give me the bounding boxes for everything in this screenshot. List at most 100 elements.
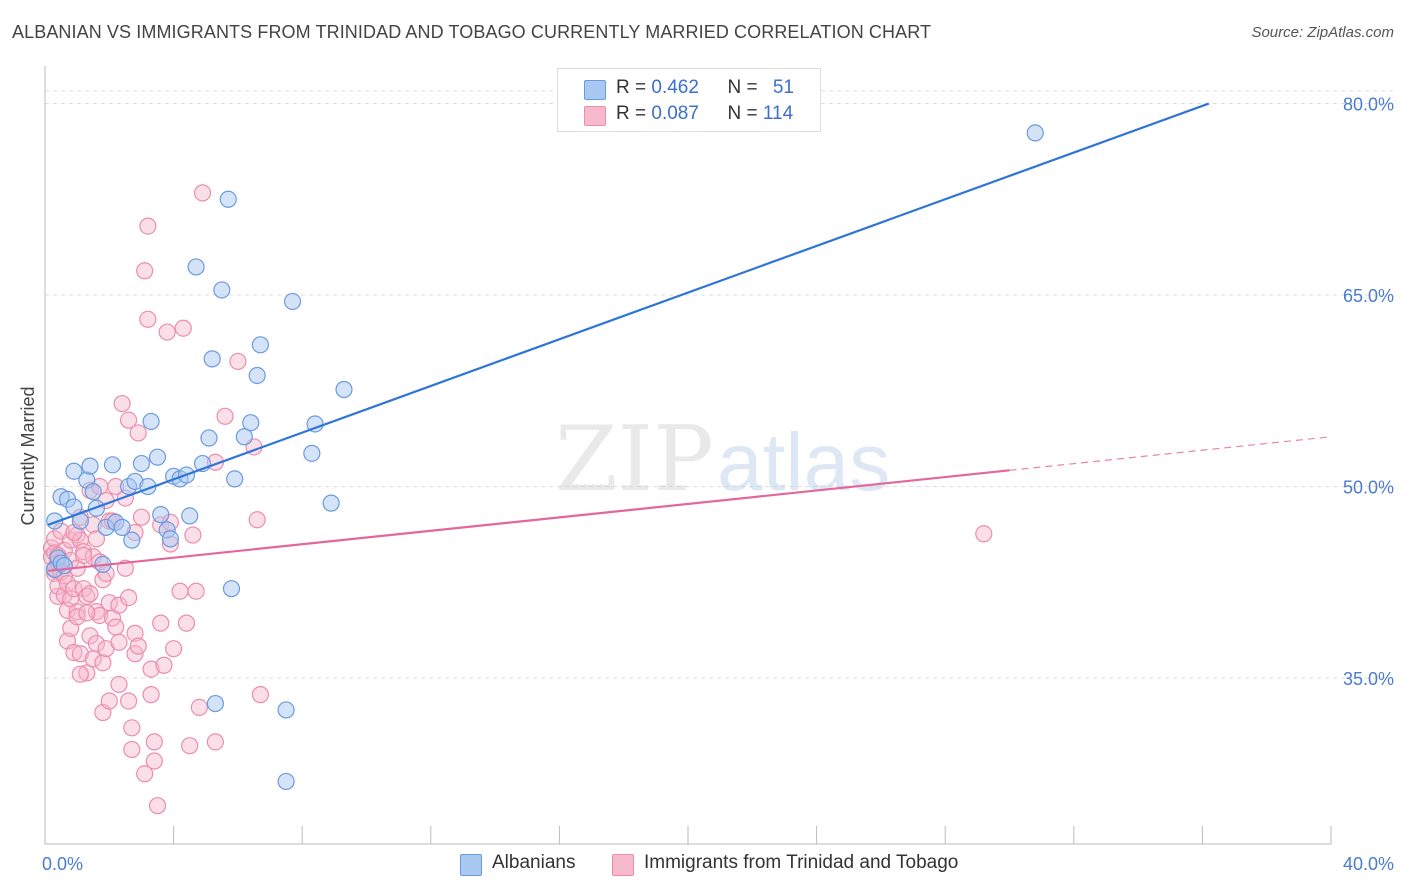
y-tick-label: 35.0% [1343, 669, 1394, 689]
y-axis-label: Currently Married [18, 386, 38, 525]
trinidad-point [74, 543, 93, 561]
y-tick-label: 80.0% [1343, 95, 1394, 115]
albanians-swatch [460, 854, 482, 876]
albanians-point [226, 470, 244, 488]
trinidad-point [229, 352, 247, 371]
albanians-point [181, 507, 199, 525]
trinidad-point [190, 698, 208, 716]
albanians-point [123, 531, 141, 549]
trinidad-point [132, 508, 151, 526]
trinidad-point [251, 686, 270, 704]
axes [44, 66, 1332, 845]
trinidad-point [74, 546, 93, 565]
watermark-zip: ZIP [555, 407, 714, 512]
trinidad-point [81, 585, 99, 603]
n-value: 114 [762, 103, 794, 124]
trinidad-point [158, 323, 176, 341]
trinidad-point [174, 319, 192, 337]
trinidad-point [113, 394, 131, 413]
trinidad-point [148, 797, 167, 815]
albanians-point [219, 190, 237, 208]
legend-label: Albanians [492, 852, 576, 873]
trinidad-point [71, 665, 89, 683]
trinidad-point [68, 608, 86, 626]
trinidad-point [139, 310, 157, 328]
trinidad-point [193, 184, 212, 202]
albanians-trendline [47, 102, 1210, 526]
trinidad-point [171, 582, 189, 600]
trinidad-point [87, 634, 106, 653]
albanians-point [161, 530, 179, 548]
x-tick-label: 0.0% [42, 854, 83, 874]
watermark: ZIP atlas [555, 407, 890, 512]
trinidad-point [110, 675, 128, 694]
albanians-point [222, 580, 241, 598]
trinidad-point [187, 582, 205, 600]
albanians-point [1026, 124, 1044, 142]
chart-title: ALBANIAN VS IMMIGRANTS FROM TRINIDAD AND… [12, 22, 932, 42]
albanians-point [248, 366, 266, 385]
trend-lines [47, 102, 1332, 572]
tick-labels: 35.0% 50.0% 65.0% 80.0% 0.0% 40.0% [42, 95, 1394, 874]
trinidad-point [139, 217, 157, 235]
albanians-point [148, 448, 167, 466]
albanians-point [55, 557, 73, 575]
trinidad-point [126, 624, 144, 642]
x-tick-label: 40.0% [1343, 854, 1394, 874]
n-label: N = [727, 103, 763, 124]
albanians-point [203, 350, 221, 368]
trinidad-point [248, 511, 266, 529]
trinidad-point [78, 604, 96, 622]
y-tick-label: 65.0% [1343, 286, 1394, 306]
trinidad-point [181, 737, 199, 755]
trinidad-swatch [584, 106, 606, 126]
albanians-point [187, 258, 205, 276]
r-label: R = [616, 103, 652, 124]
albanians-point [277, 701, 295, 719]
trinidad-point [87, 530, 106, 548]
grid-lines [45, 90, 1394, 679]
trinidad-point [129, 424, 147, 442]
albanians-point [235, 428, 253, 446]
trinidad-trendline [48, 469, 1010, 572]
trinidad-point [136, 765, 154, 783]
trinidad-point [119, 411, 138, 429]
albanians-point [132, 454, 151, 473]
trinidad-point [119, 692, 138, 710]
n-value: 51 [772, 77, 794, 98]
trinidad-point [123, 740, 141, 759]
albanians-point [113, 518, 131, 536]
series-legend: Albanians Immigrants from Trinidad and T… [0, 852, 1406, 878]
albanians-point [103, 456, 122, 474]
albanians-point [65, 462, 83, 480]
albanians-point [200, 429, 218, 447]
trinidad-point [216, 407, 234, 425]
trinidad-point [65, 643, 83, 662]
albanians-point [283, 292, 302, 311]
trinidad-point [184, 526, 202, 544]
y-tick-label: 50.0% [1343, 478, 1394, 498]
trinidad-point [78, 664, 96, 682]
trinidad-point [165, 640, 183, 658]
trinidad-trendline-extension [1009, 436, 1332, 471]
albanians-point [81, 457, 99, 475]
trinidad-point [94, 654, 112, 672]
albanians-point [242, 414, 260, 432]
correlation-legend: R = 0.462 N = 51 R = 0.087 N = 114 [557, 68, 821, 132]
trinidad-point [155, 656, 173, 674]
trinidad-point [145, 752, 163, 770]
albanians-point [142, 412, 160, 431]
trinidad-point [49, 587, 67, 605]
trinidad-point [100, 692, 118, 710]
albanians-point [277, 772, 295, 791]
trinidad-point [177, 614, 196, 632]
albanians-point [322, 494, 340, 512]
n-label: N = [727, 77, 763, 98]
albanians-swatch [584, 80, 606, 100]
trinidad-point [119, 589, 138, 607]
albanians-point [335, 380, 353, 399]
albanians-point [251, 336, 270, 354]
albanians-point [206, 694, 224, 713]
trinidad-point [206, 733, 224, 751]
blue-series-points [46, 124, 1044, 791]
